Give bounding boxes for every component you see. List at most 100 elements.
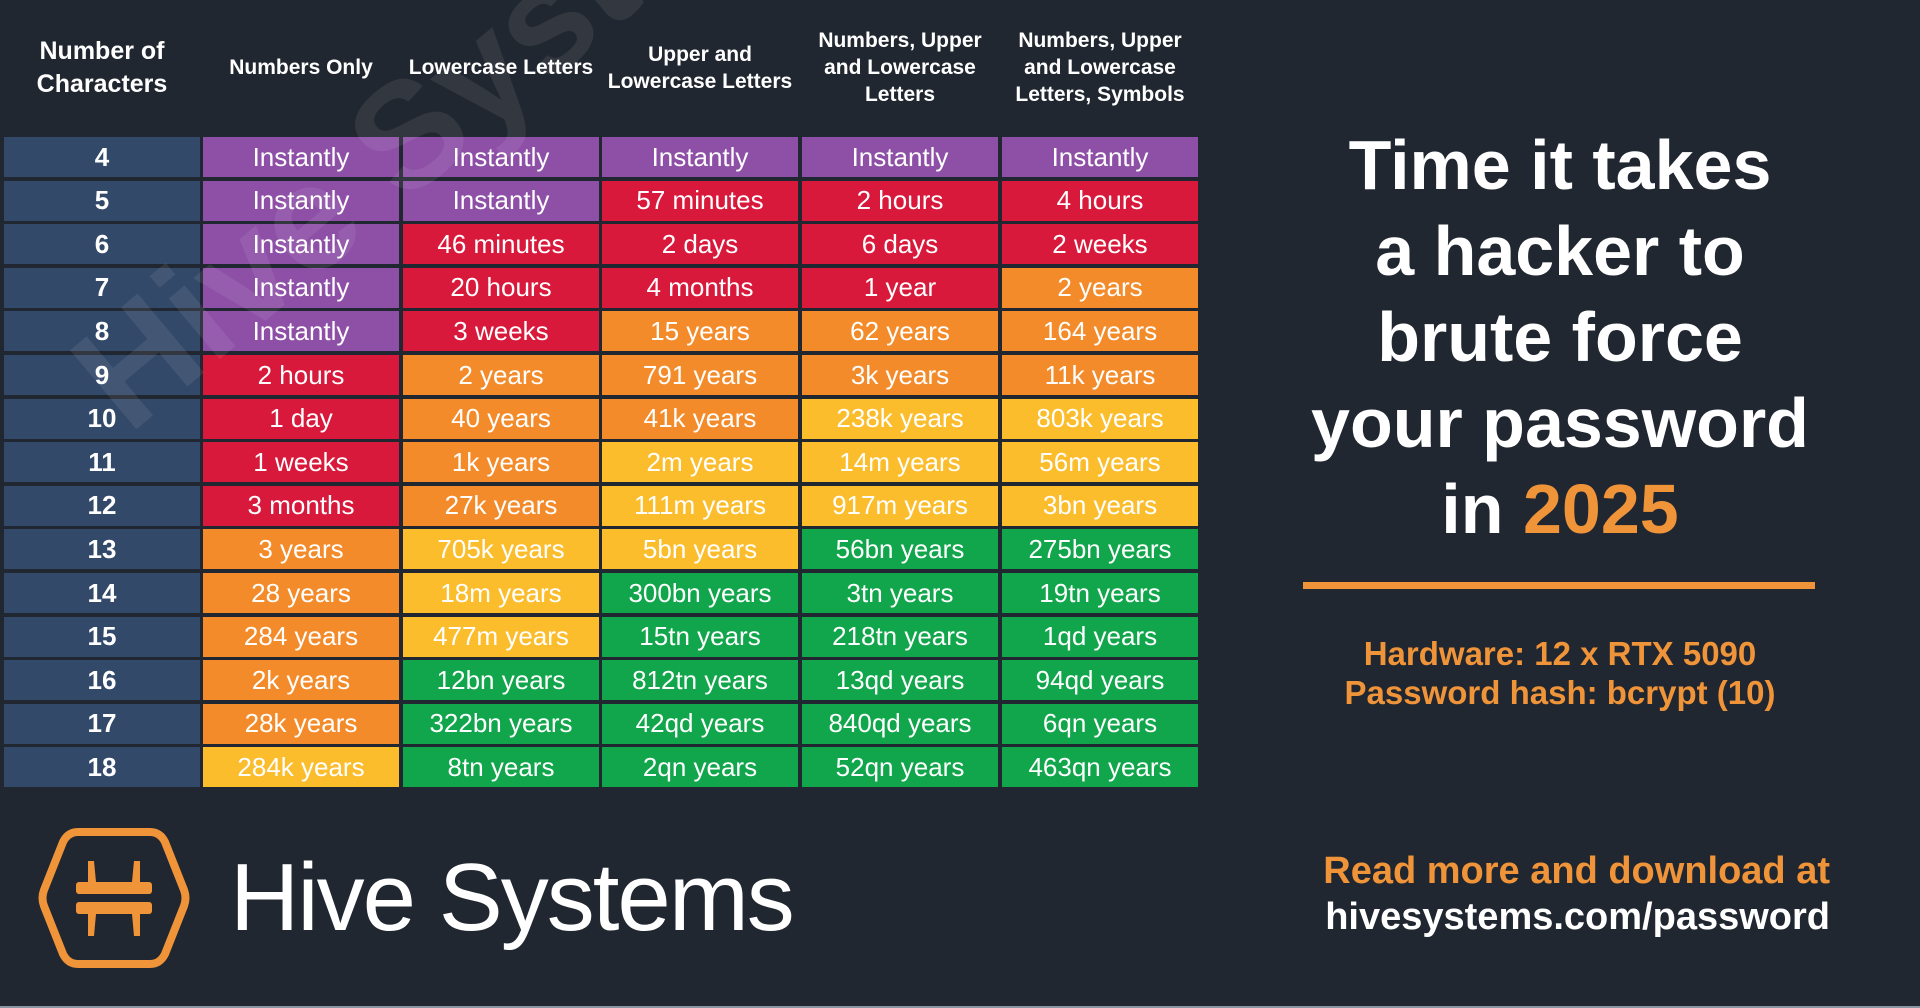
table-cell: 2qn years [602,747,798,788]
table-cell: 111m years [602,485,798,526]
table-cell: 840qd years [802,703,998,744]
table-cell: 1 day [203,398,399,439]
table-cell: Instantly [602,137,798,177]
table-cell: 11k years [1002,355,1198,395]
table-cell: 3tn years [802,573,998,613]
table-cell: 5bn years [602,529,798,570]
column-header: Numbers, Upper and Lowercase Letters, Sy… [1015,29,1185,106]
table-cell: 2 years [403,355,599,395]
row-label: 15 [4,616,200,657]
table-cell: 803k years [1002,398,1198,439]
column-header: Upper and Lowercase Letters [607,42,793,93]
table-cell: 2k years [203,660,399,701]
row-label: 13 [4,529,200,570]
table-cell: 300bn years [602,573,798,613]
hardware-text: Hardware: 12 x RTX 5090 [1363,635,1757,672]
row-label: 4 [4,137,200,177]
divider [1303,582,1815,589]
table-cell: 284k years [203,747,399,788]
table-cell: 284 years [203,616,399,657]
table-cell: 705k years [403,529,599,570]
hive-hexagon-logo-icon [38,828,190,968]
table-cell: 20 hours [403,267,599,308]
table-cell: 15tn years [602,616,798,657]
title-line: brute force [1377,298,1743,376]
brand-name: Hive Systems [230,844,795,951]
table-cell: 1qd years [1002,616,1198,657]
table-cell: 218tn years [802,616,998,657]
table-cell: Instantly [403,137,599,177]
bottom-border [0,1006,1920,1008]
table-cell: 40 years [403,398,599,439]
table-cell: 463qn years [1002,747,1198,788]
table-cell: 2 hours [203,355,399,395]
table-cell: 477m years [403,616,599,657]
table-cell: Instantly [203,267,399,308]
read-more-text: Read more and download at [1323,850,1830,892]
row-label: 18 [4,747,200,788]
row-label: 6 [4,224,200,265]
table-cell: 4 hours [1002,180,1198,221]
table-cell: 812tn years [602,660,798,701]
table-cell: 4 months [602,267,798,308]
table-cell: 917m years [802,485,998,526]
table-cell: 94qd years [1002,660,1198,701]
table-cell: 56bn years [802,529,998,570]
table-cell: 1k years [403,442,599,483]
row-label: 12 [4,485,200,526]
table-cell: 62 years [802,311,998,352]
table-cell: Instantly [203,137,399,177]
row-label: 5 [4,180,200,221]
table-cell: Instantly [403,180,599,221]
table-cell: 3k years [802,355,998,395]
table-cell: 3 years [203,529,399,570]
table-cell: 56m years [1002,442,1198,483]
url-link[interactable]: hivesystems.com/password [1325,896,1830,938]
table-cell: 15 years [602,311,798,352]
table-cell: 28k years [203,703,399,744]
specs: Hardware: 12 x RTX 5090 Password hash: b… [1280,634,1840,712]
row-label: 10 [4,398,200,439]
table-cell: 57 minutes [602,180,798,221]
row-label: 16 [4,660,200,701]
table-cell: 3 weeks [403,311,599,352]
table-cell: 2 weeks [1002,224,1198,265]
table-cell: 238k years [802,398,998,439]
row-label: 11 [4,442,200,483]
table-cell: 3bn years [1002,485,1198,526]
table-cell: 2 days [602,224,798,265]
table-cell: 18m years [403,573,599,613]
table-cell: 3 months [203,485,399,526]
row-label: 9 [4,355,200,395]
title-prefix: in [1441,470,1523,548]
table-cell: 6 days [802,224,998,265]
table-cell: 322bn years [403,703,599,744]
table-cell: 164 years [1002,311,1198,352]
table-cell: 2m years [602,442,798,483]
table-cell: 27k years [403,485,599,526]
table-cell: 275bn years [1002,529,1198,570]
table-cell: 19tn years [1002,573,1198,613]
title-line: Time it takes [1348,126,1772,204]
table-cell: 52qn years [802,747,998,788]
table-cell: 2 years [1002,267,1198,308]
column-header: Numbers Only [229,56,373,79]
table-cell: 42qd years [602,703,798,744]
table-cell: 8tn years [403,747,599,788]
title-line: your password [1311,384,1809,462]
table-cell: 12bn years [403,660,599,701]
table-cell: 6qn years [1002,703,1198,744]
title-line: in 2025 [1280,466,1840,552]
column-header: Numbers, Upper and Lowercase Letters [818,29,982,106]
table-cell: 1 weeks [203,442,399,483]
title-line: a hacker to [1375,212,1745,290]
table-cell: Instantly [802,137,998,177]
table-cell: 2 hours [802,180,998,221]
row-label: 8 [4,311,200,352]
table-cell: 41k years [602,398,798,439]
row-label: 14 [4,573,200,613]
hash-text: Password hash: bcrypt (10) [1344,674,1776,711]
table-cell: 14m years [802,442,998,483]
table-cell: Instantly [203,311,399,352]
column-header: Lowercase Letters [408,56,594,79]
